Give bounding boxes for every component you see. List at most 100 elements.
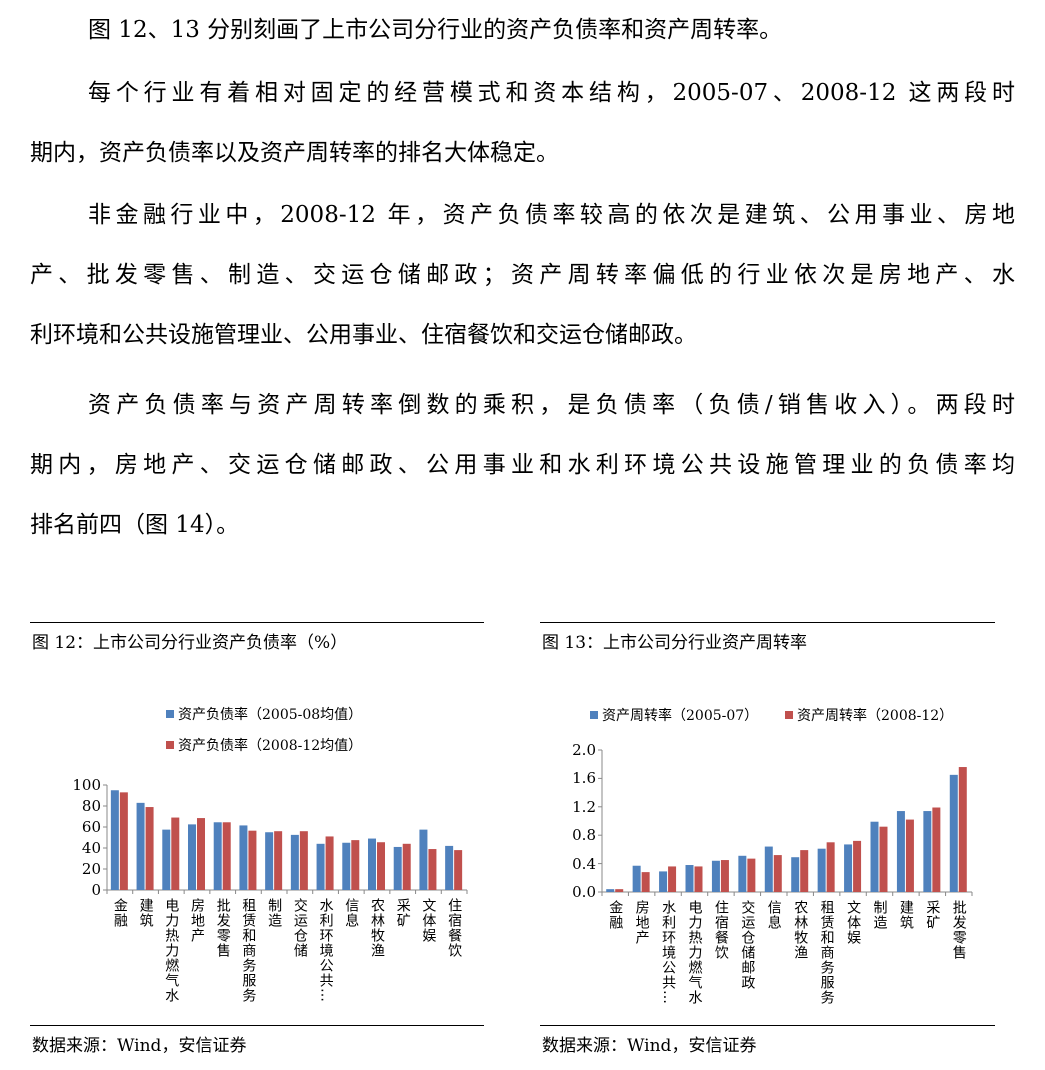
bar-series-1 [393,846,402,890]
bar-series-2 [428,849,437,890]
bar-series-1 [316,843,325,890]
figure-13-title: 图 13：上市公司分行业资产周转率 [542,633,808,653]
bar-series-1 [949,774,958,892]
x-category-label: 信息 [765,900,782,930]
bar-series-2 [694,866,703,892]
legend-swatch [166,710,174,718]
legend-swatch [590,711,598,719]
y-tick-label: 2.0 [572,741,596,759]
bar-series-2 [248,830,257,890]
figure-12-source: 数据来源：Wind，安信证券 [32,1036,247,1056]
y-tick-label: 0.4 [572,854,596,873]
paragraph-line: 产、批发零售、制造、交运仓储邮政；资产周转率偏低的行业依次是房地产、水 [30,262,1015,288]
bar-series-2 [454,850,463,890]
y-tick-label: 0.8 [572,826,596,845]
legend-item: 资产周转率（2005-07） [590,705,758,725]
bar-series-2 [222,822,231,890]
paragraph-line: 图 12、13 分别刻画了上市公司分行业的资产负债率和资产周转率。 [88,17,783,43]
bar-series-1 [764,846,773,892]
bar-series-2 [351,840,360,890]
x-category-label: 建筑 [137,898,154,928]
bar-series-1 [923,811,932,892]
bar-series-2 [853,840,862,892]
y-tick-label: 20 [81,860,101,878]
bar-series-1 [445,845,454,890]
bar-series-2 [905,819,914,892]
paragraph-line: 资产负债率与资产周转率倒数的乘积，是负债率（负债/销售收入）。两段时 [88,392,1015,418]
x-category-label: 房地产 [633,900,650,945]
bar-series-1 [188,824,196,890]
bar-series-1 [162,829,171,890]
y-tick-label: 80 [81,797,101,815]
y-tick-label: 100 [72,776,101,794]
bar-series-2 [958,767,967,892]
y-tick-label: 1.6 [572,769,596,788]
paragraph-line: 利环境和公共设施管理业、公用事业、住宿餐饮和交运仓储邮政。 [30,322,697,348]
bar-series-1 [685,865,694,892]
x-category-label: 住宿餐饮 [712,900,729,960]
x-category-label: 电力热力燃气水 [686,900,703,1005]
paragraph: 资产负债率与资产周转率倒数的乘积，是负债率（负债/销售收入）。两段时期内，房地产… [30,390,1015,570]
legend-label: 资产负债率（2005-08均值） [178,707,363,723]
paragraph: 非金融行业中，2008-12 年，资产负债率较高的依次是建筑、公用事业、房地产、… [30,200,1015,380]
bar-series-2 [720,860,729,892]
legend-label: 资产周转率（2005-07） [602,708,759,724]
paragraph-line: 非金融行业中，2008-12 年，资产负债率较高的依次是建筑、公用事业、房地 [88,202,1015,228]
bar-series-2 [377,842,385,890]
legend-item: 资产周转率（2008-12） [785,705,953,725]
bar-series-2 [773,855,782,892]
bar-series-1 [419,829,428,890]
bar-series-1 [896,811,905,892]
bar-series-1 [791,857,800,892]
x-category-label: 水利环境公共… [317,898,334,1003]
bar-series-1 [711,860,720,892]
y-tick-label: 1.2 [572,797,596,816]
x-category-label: 信息 [343,898,360,928]
bar-series-1 [870,821,879,892]
legend-swatch [166,741,174,749]
paragraph-line: 期内，资产负债率以及资产周转率的排名大体稳定。 [30,140,559,166]
x-category-label: 交运仓储 [291,898,308,958]
y-tick-label: 0 [91,881,101,899]
x-category-label: 制造 [266,898,283,928]
bar-series-2 [668,866,677,892]
x-category-label: 制造 [871,900,888,930]
paragraph-line: 每个行业有着相对固定的经营模式和资本结构，2005-07、2008-12 这两段… [88,80,1015,106]
x-category-label: 文体娱 [420,898,437,943]
x-category-label: 采矿 [394,898,411,928]
figure-13-bottom-rule [540,1025,995,1026]
bar-series-2 [879,826,888,892]
bar-series-2 [932,807,941,892]
figure-12-top-rule [30,622,484,623]
bar-series-2 [641,872,650,892]
x-category-label: 农林牧渔 [792,900,809,960]
bar-series-2 [800,850,809,892]
x-category-label: 水利环境公共… [660,900,677,1005]
x-category-label: 房地产 [189,898,205,943]
bar-series-1 [844,844,853,892]
bar-series-1 [817,848,826,892]
paragraph: 图 12、13 分别刻画了上市公司分行业的资产负债率和资产周转率。 [30,15,1015,75]
x-category-label: 批发零售 [214,898,231,958]
legend-swatch [785,711,793,719]
bar-series-1 [606,889,615,892]
x-category-label: 租赁和商务服务 [240,898,257,1003]
legend-label: 资产周转率（2008-12） [797,708,954,724]
bar-series-2 [197,818,205,890]
bar-series-1 [342,842,351,890]
x-category-label: 租赁和商务服务 [818,900,835,1005]
bar-series-1 [632,865,641,892]
y-tick-label: 0.0 [572,883,596,901]
bar-series-1 [110,790,119,890]
x-category-label: 交运仓储邮政 [739,900,756,990]
legend-item: 资产负债率（2005-08均值） [166,704,362,724]
bar-series-2 [145,807,154,890]
x-category-label: 农林牧渔 [369,898,385,958]
x-category-label: 金融 [607,900,624,930]
legend-item: 资产负债率（2008-12均值） [166,735,362,755]
paragraph-line: 期内，房地产、交运仓储邮政、公用事业和水利环境公共设施管理业的负债率均 [30,452,1015,478]
bar-series-2 [325,836,334,890]
x-category-label: 文体娱 [845,900,862,945]
bar-series-1 [239,825,248,890]
